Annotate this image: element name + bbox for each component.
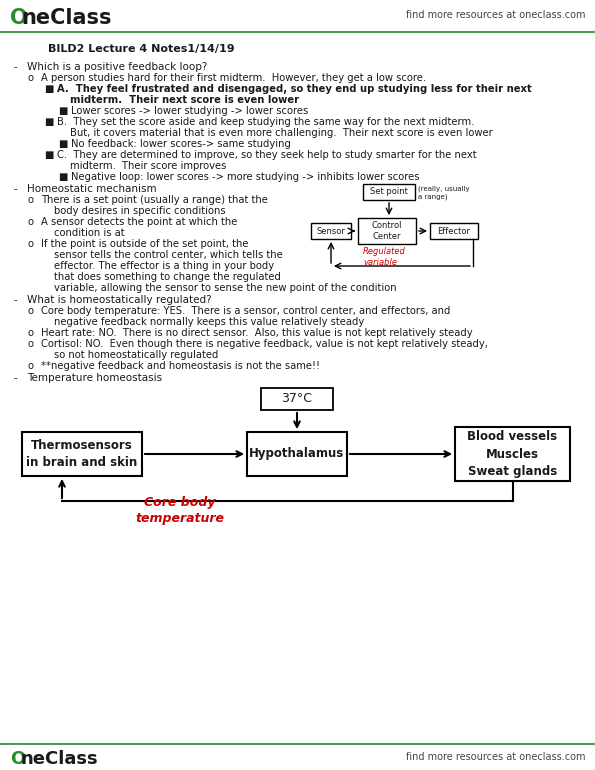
- Text: ■: ■: [58, 172, 67, 182]
- Text: Thermosensors
in brain and skin: Thermosensors in brain and skin: [26, 439, 137, 469]
- Text: Homeostatic mechanism: Homeostatic mechanism: [27, 184, 156, 194]
- Text: O: O: [10, 750, 25, 768]
- Text: sensor tells the control center, which tells the: sensor tells the control center, which t…: [54, 250, 283, 260]
- Text: ■: ■: [58, 139, 67, 149]
- Text: o: o: [28, 73, 34, 83]
- Text: C.  They are determined to improve, so they seek help to study smarter for the n: C. They are determined to improve, so th…: [57, 150, 477, 160]
- FancyBboxPatch shape: [363, 184, 415, 200]
- Text: Sensor: Sensor: [317, 226, 346, 236]
- Text: -: -: [14, 295, 18, 305]
- Text: find more resources at oneclass.com: find more resources at oneclass.com: [406, 10, 585, 20]
- Text: that does something to change the regulated: that does something to change the regula…: [54, 272, 281, 282]
- Text: (really, usually
a range): (really, usually a range): [418, 185, 469, 199]
- Text: -: -: [14, 62, 18, 72]
- FancyBboxPatch shape: [430, 223, 478, 239]
- Text: BILD2 Lecture 4 Notes1/14/19: BILD2 Lecture 4 Notes1/14/19: [48, 44, 234, 54]
- Text: A.  They feel frustrated and disengaged, so they end up studying less for their : A. They feel frustrated and disengaged, …: [57, 84, 532, 94]
- Text: o: o: [28, 195, 34, 205]
- Text: 37°C: 37°C: [281, 393, 312, 406]
- Text: A person studies hard for their first midterm.  However, they get a low score.: A person studies hard for their first mi…: [41, 73, 426, 83]
- Text: Core body temperature: YES.  There is a sensor, control center, and effectors, a: Core body temperature: YES. There is a s…: [41, 306, 450, 316]
- Text: A sensor detects the point at which the: A sensor detects the point at which the: [41, 217, 237, 227]
- Text: Which is a positive feedback loop?: Which is a positive feedback loop?: [27, 62, 208, 72]
- Text: variable, allowing the sensor to sense the new point of the condition: variable, allowing the sensor to sense t…: [54, 283, 397, 293]
- Text: Set point: Set point: [370, 188, 408, 196]
- Text: Core body
temperature: Core body temperature: [136, 496, 224, 525]
- Text: Control
Center: Control Center: [372, 221, 402, 241]
- Text: Hypothalamus: Hypothalamus: [249, 447, 345, 460]
- Text: o: o: [28, 239, 34, 249]
- Text: ■: ■: [44, 150, 54, 160]
- Text: ■: ■: [44, 84, 54, 94]
- FancyBboxPatch shape: [261, 388, 333, 410]
- Text: o: o: [28, 328, 34, 338]
- FancyBboxPatch shape: [247, 432, 347, 476]
- Text: Heart rate: NO.  There is no direct sensor.  Also, this value is not kept relati: Heart rate: NO. There is no direct senso…: [41, 328, 472, 338]
- Text: -: -: [14, 184, 18, 194]
- Text: o: o: [28, 306, 34, 316]
- Text: condition is at: condition is at: [54, 228, 124, 238]
- Text: But, it covers material that is even more challenging.  Their next score is even: But, it covers material that is even mor…: [70, 128, 493, 138]
- Text: o: o: [28, 217, 34, 227]
- Text: O: O: [10, 8, 27, 28]
- Text: No feedback: lower scores-> same studying: No feedback: lower scores-> same studyin…: [71, 139, 291, 149]
- Text: Effector: Effector: [437, 226, 471, 236]
- Text: negative feedback normally keeps this value relatively steady: negative feedback normally keeps this va…: [54, 317, 364, 327]
- FancyBboxPatch shape: [455, 427, 570, 481]
- Text: ■: ■: [58, 106, 67, 116]
- Text: midterm.  Their next score is even lower: midterm. Their next score is even lower: [70, 95, 299, 105]
- Text: There is a set point (usually a range) that the: There is a set point (usually a range) t…: [41, 195, 268, 205]
- Text: -: -: [14, 373, 18, 383]
- Text: neClass: neClass: [21, 8, 111, 28]
- Text: Regulated
variable: Regulated variable: [363, 247, 406, 267]
- Text: What is homeostatically regulated?: What is homeostatically regulated?: [27, 295, 212, 305]
- FancyBboxPatch shape: [22, 432, 142, 476]
- Text: find more resources at oneclass.com: find more resources at oneclass.com: [406, 752, 585, 762]
- Text: neClass: neClass: [20, 750, 98, 768]
- Text: o: o: [28, 339, 34, 349]
- FancyBboxPatch shape: [358, 218, 416, 244]
- FancyBboxPatch shape: [311, 223, 351, 239]
- Text: Negative loop: lower scores -> more studying -> inhibits lower scores: Negative loop: lower scores -> more stud…: [71, 172, 419, 182]
- Text: If the point is outside of the set point, the: If the point is outside of the set point…: [41, 239, 249, 249]
- Text: o: o: [28, 361, 34, 371]
- Text: Cortisol: NO.  Even though there is negative feedback, value is not kept relativ: Cortisol: NO. Even though there is negat…: [41, 339, 488, 349]
- Text: B.  They set the score aside and keep studying the same way for the next midterm: B. They set the score aside and keep stu…: [57, 117, 474, 127]
- Text: body desires in specific conditions: body desires in specific conditions: [54, 206, 226, 216]
- Text: ■: ■: [44, 117, 54, 127]
- Text: Blood vessels
Muscles
Sweat glands: Blood vessels Muscles Sweat glands: [468, 430, 558, 477]
- Text: Lower scores -> lower studying -> lower scores: Lower scores -> lower studying -> lower …: [71, 106, 308, 116]
- Text: effector. The effector is a thing in your body: effector. The effector is a thing in you…: [54, 261, 274, 271]
- Text: so not homeostatically regulated: so not homeostatically regulated: [54, 350, 218, 360]
- Text: Temperature homeostasis: Temperature homeostasis: [27, 373, 162, 383]
- Text: midterm.  Their score improves: midterm. Their score improves: [70, 161, 226, 171]
- Text: **negative feedback and homeostasis is not the same!!: **negative feedback and homeostasis is n…: [41, 361, 320, 371]
